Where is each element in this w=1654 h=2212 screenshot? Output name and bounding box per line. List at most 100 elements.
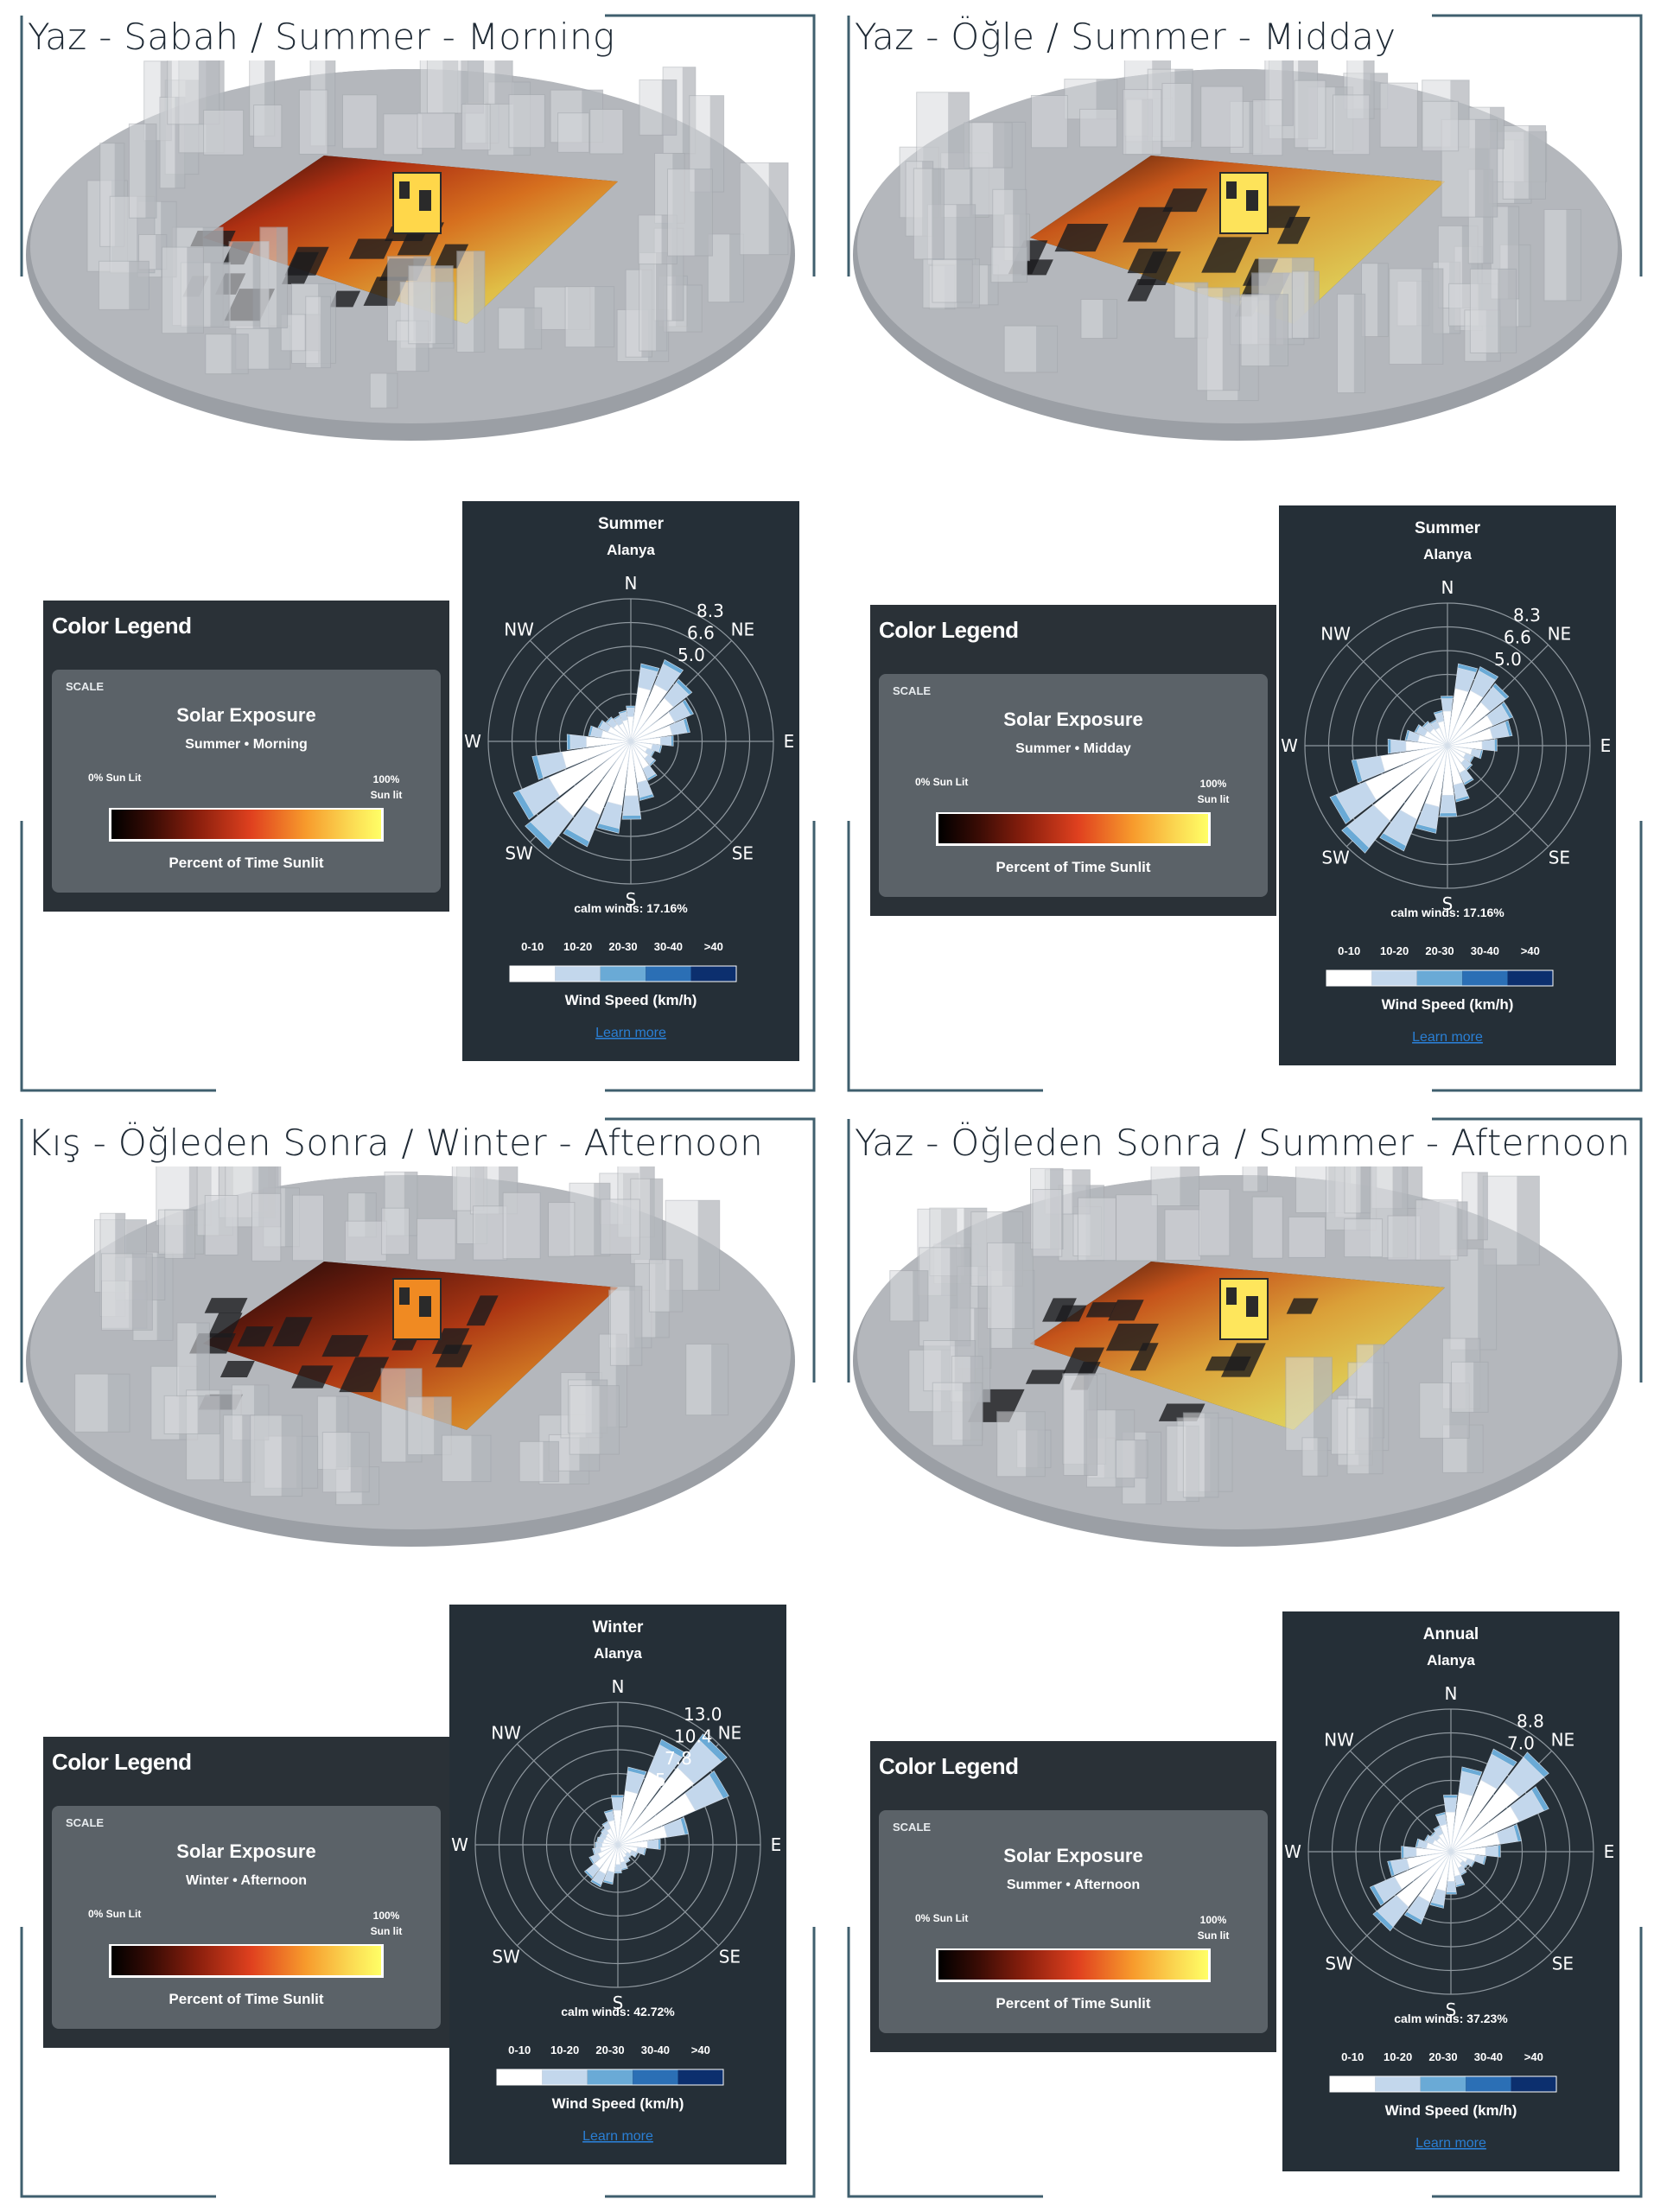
wind-rose-petal: [622, 795, 641, 816]
compass-n: N: [1441, 577, 1454, 598]
wind-season: Summer: [1415, 519, 1481, 537]
wind-rose-petal: [595, 1841, 602, 1848]
wind-bin-label: 10-20: [563, 940, 592, 953]
wind-bin-label: 0-10: [1341, 2050, 1364, 2063]
wind-rose-petal: [1441, 698, 1454, 712]
solar-exposure-3d-scene: [853, 60, 1622, 441]
compass-nw: NW: [504, 620, 534, 640]
wind-rose-petal: [709, 1770, 729, 1799]
wind-rose-petal: [633, 1852, 639, 1859]
compass-ne: NE: [1551, 1730, 1575, 1751]
wind-ring-value: 8.8: [1517, 1711, 1544, 1732]
legend-period: Summer • Midday: [1015, 741, 1131, 756]
wind-rose-petal: [683, 718, 690, 734]
wind-bin-swatch: [1462, 970, 1508, 986]
wind-rose-petal: [642, 1847, 647, 1856]
wind-bin-swatch: [1330, 2076, 1376, 2092]
wind-rose-petal: [680, 1817, 689, 1835]
learn-more-link[interactable]: Learn more: [1412, 1030, 1483, 1045]
wind-rose-petal: [1463, 777, 1474, 785]
wind-rose-petal: [1513, 1824, 1522, 1842]
legend-scale-card: SCALE Solar Exposure Summer • Afternoon …: [879, 1810, 1268, 2033]
wind-bin-swatch: [1416, 970, 1463, 986]
compass-sw: SW: [505, 842, 533, 863]
wind-rose-petal: [1443, 1797, 1458, 1813]
compass-se: SE: [719, 1946, 741, 1967]
wind-rose-petal: [1485, 1845, 1498, 1858]
learn-more-link[interactable]: Learn more: [582, 2129, 653, 2144]
legend-gradient-bar: [109, 1944, 384, 1978]
wind-bin-swatch: [678, 2069, 723, 2085]
wind-rose-petal: [613, 715, 620, 721]
wind-bin-swatch: [1375, 2076, 1421, 2092]
legend-metric-name: Solar Exposure: [1003, 1845, 1143, 1866]
wind-bin-label: 20-30: [595, 2044, 624, 2056]
legend-max-label: 100% Sun lit: [1192, 1912, 1235, 1943]
wind-ring-value: 5: [655, 1770, 666, 1790]
compass-e: E: [1600, 735, 1612, 756]
legend-footer: Percent of Time Sunlit: [169, 855, 324, 871]
wind-rose-petal: [1479, 749, 1484, 760]
wind-rose-petal: [588, 725, 594, 737]
learn-more-link[interactable]: Learn more: [1415, 2136, 1486, 2151]
calm-winds: calm winds: 17.16%: [574, 901, 688, 915]
wind-rose-petal: [1460, 1766, 1483, 1777]
legend-max-line2: Sun lit: [1197, 793, 1230, 805]
wind-bin-label: 20-30: [608, 940, 637, 953]
wind-rose-petal: [621, 815, 642, 820]
panel-summer-midday: Yaz - Öğle / Summer - Midday Color Legen…: [827, 0, 1654, 1106]
wind-ring-value: 6.6: [1504, 627, 1531, 648]
compass-e: E: [784, 731, 795, 752]
wind-bin-swatch: [510, 966, 556, 982]
wind-rose-petal: [1523, 1751, 1549, 1778]
wind-rose-petal: [1481, 739, 1495, 752]
wind-rose-petal: [1482, 1855, 1487, 1866]
wind-bin-swatch: [542, 2069, 588, 2085]
wind-rose-petal: [626, 707, 635, 717]
wind-rose-petal: [592, 1847, 596, 1855]
wind-rose-petal: [611, 1795, 624, 1798]
solar-exposure-3d-scene: [26, 1166, 795, 1547]
wind-rose-petal: [620, 1866, 628, 1871]
legend-max-line2: Sun lit: [370, 789, 403, 801]
compass-s: S: [613, 1993, 624, 2013]
wind-rose-petal: [1439, 812, 1458, 817]
wind-rose-petal: [1498, 1845, 1501, 1858]
wind-rose-petal: [1379, 832, 1407, 852]
legend-max-line2: Sun lit: [370, 1925, 403, 1937]
solar-exposure-3d-scene: [853, 1166, 1622, 1547]
wind-bin-label: 30-40: [641, 2044, 670, 2056]
wind-rose-petal: [1466, 763, 1473, 771]
legend-max-line1: 100%: [1199, 1914, 1227, 1926]
legend-gradient-bar: [109, 808, 384, 842]
wind-rose-petal: [1468, 755, 1474, 763]
wind-rose-petal: [1351, 759, 1363, 784]
wind-rose-panel: Summer Alanya 8.3 6.6 5.0 N NE E SE S SW W NW calm wi…: [1279, 505, 1616, 1065]
legend-scale-card: SCALE Solar Exposure Winter • Afternoon …: [52, 1806, 441, 2029]
learn-more-link[interactable]: Learn more: [595, 1026, 666, 1040]
wind-rose-petal: [627, 1766, 647, 1777]
wind-axis-title: Wind Speed (km/h): [1382, 996, 1514, 1013]
color-legend: Color Legend SCALE Solar Exposure Winter…: [43, 1737, 449, 2048]
wind-rose-petal: [566, 734, 571, 751]
wind-location: Alanya: [1427, 1652, 1475, 1669]
legend-heading: Color Legend: [52, 1749, 192, 1775]
legend-max-line2: Sun lit: [1197, 1929, 1230, 1942]
wind-rose-petal: [602, 1879, 614, 1885]
wind-rose-petal: [596, 823, 620, 834]
compass-nw: NW: [1320, 624, 1351, 645]
compass-sw: SW: [1321, 847, 1350, 868]
compass-nw: NW: [491, 1723, 521, 1744]
legend-scale-card: SCALE Solar Exposure Summer • Morning 0%…: [52, 670, 441, 893]
legend-footer: Percent of Time Sunlit: [996, 859, 1151, 875]
calm-winds: calm winds: 17.16%: [1390, 906, 1505, 919]
wind-rose-panel: Summer Alanya 8.3 6.6 5.0 N NE E SE S SW W NW calm wi…: [462, 501, 799, 1061]
wind-rose-petal: [1422, 721, 1429, 728]
wind-rose-petal: [1492, 683, 1510, 700]
wind-rose-petal: [660, 735, 672, 747]
compass-w: W: [451, 1834, 468, 1855]
legend-heading: Color Legend: [879, 1753, 1019, 1779]
wind-rose-petal: [1424, 1834, 1430, 1842]
legend-scale-card: SCALE Solar Exposure Summer • Midday 0% …: [879, 674, 1268, 897]
wind-rose-petal: [588, 1856, 595, 1865]
